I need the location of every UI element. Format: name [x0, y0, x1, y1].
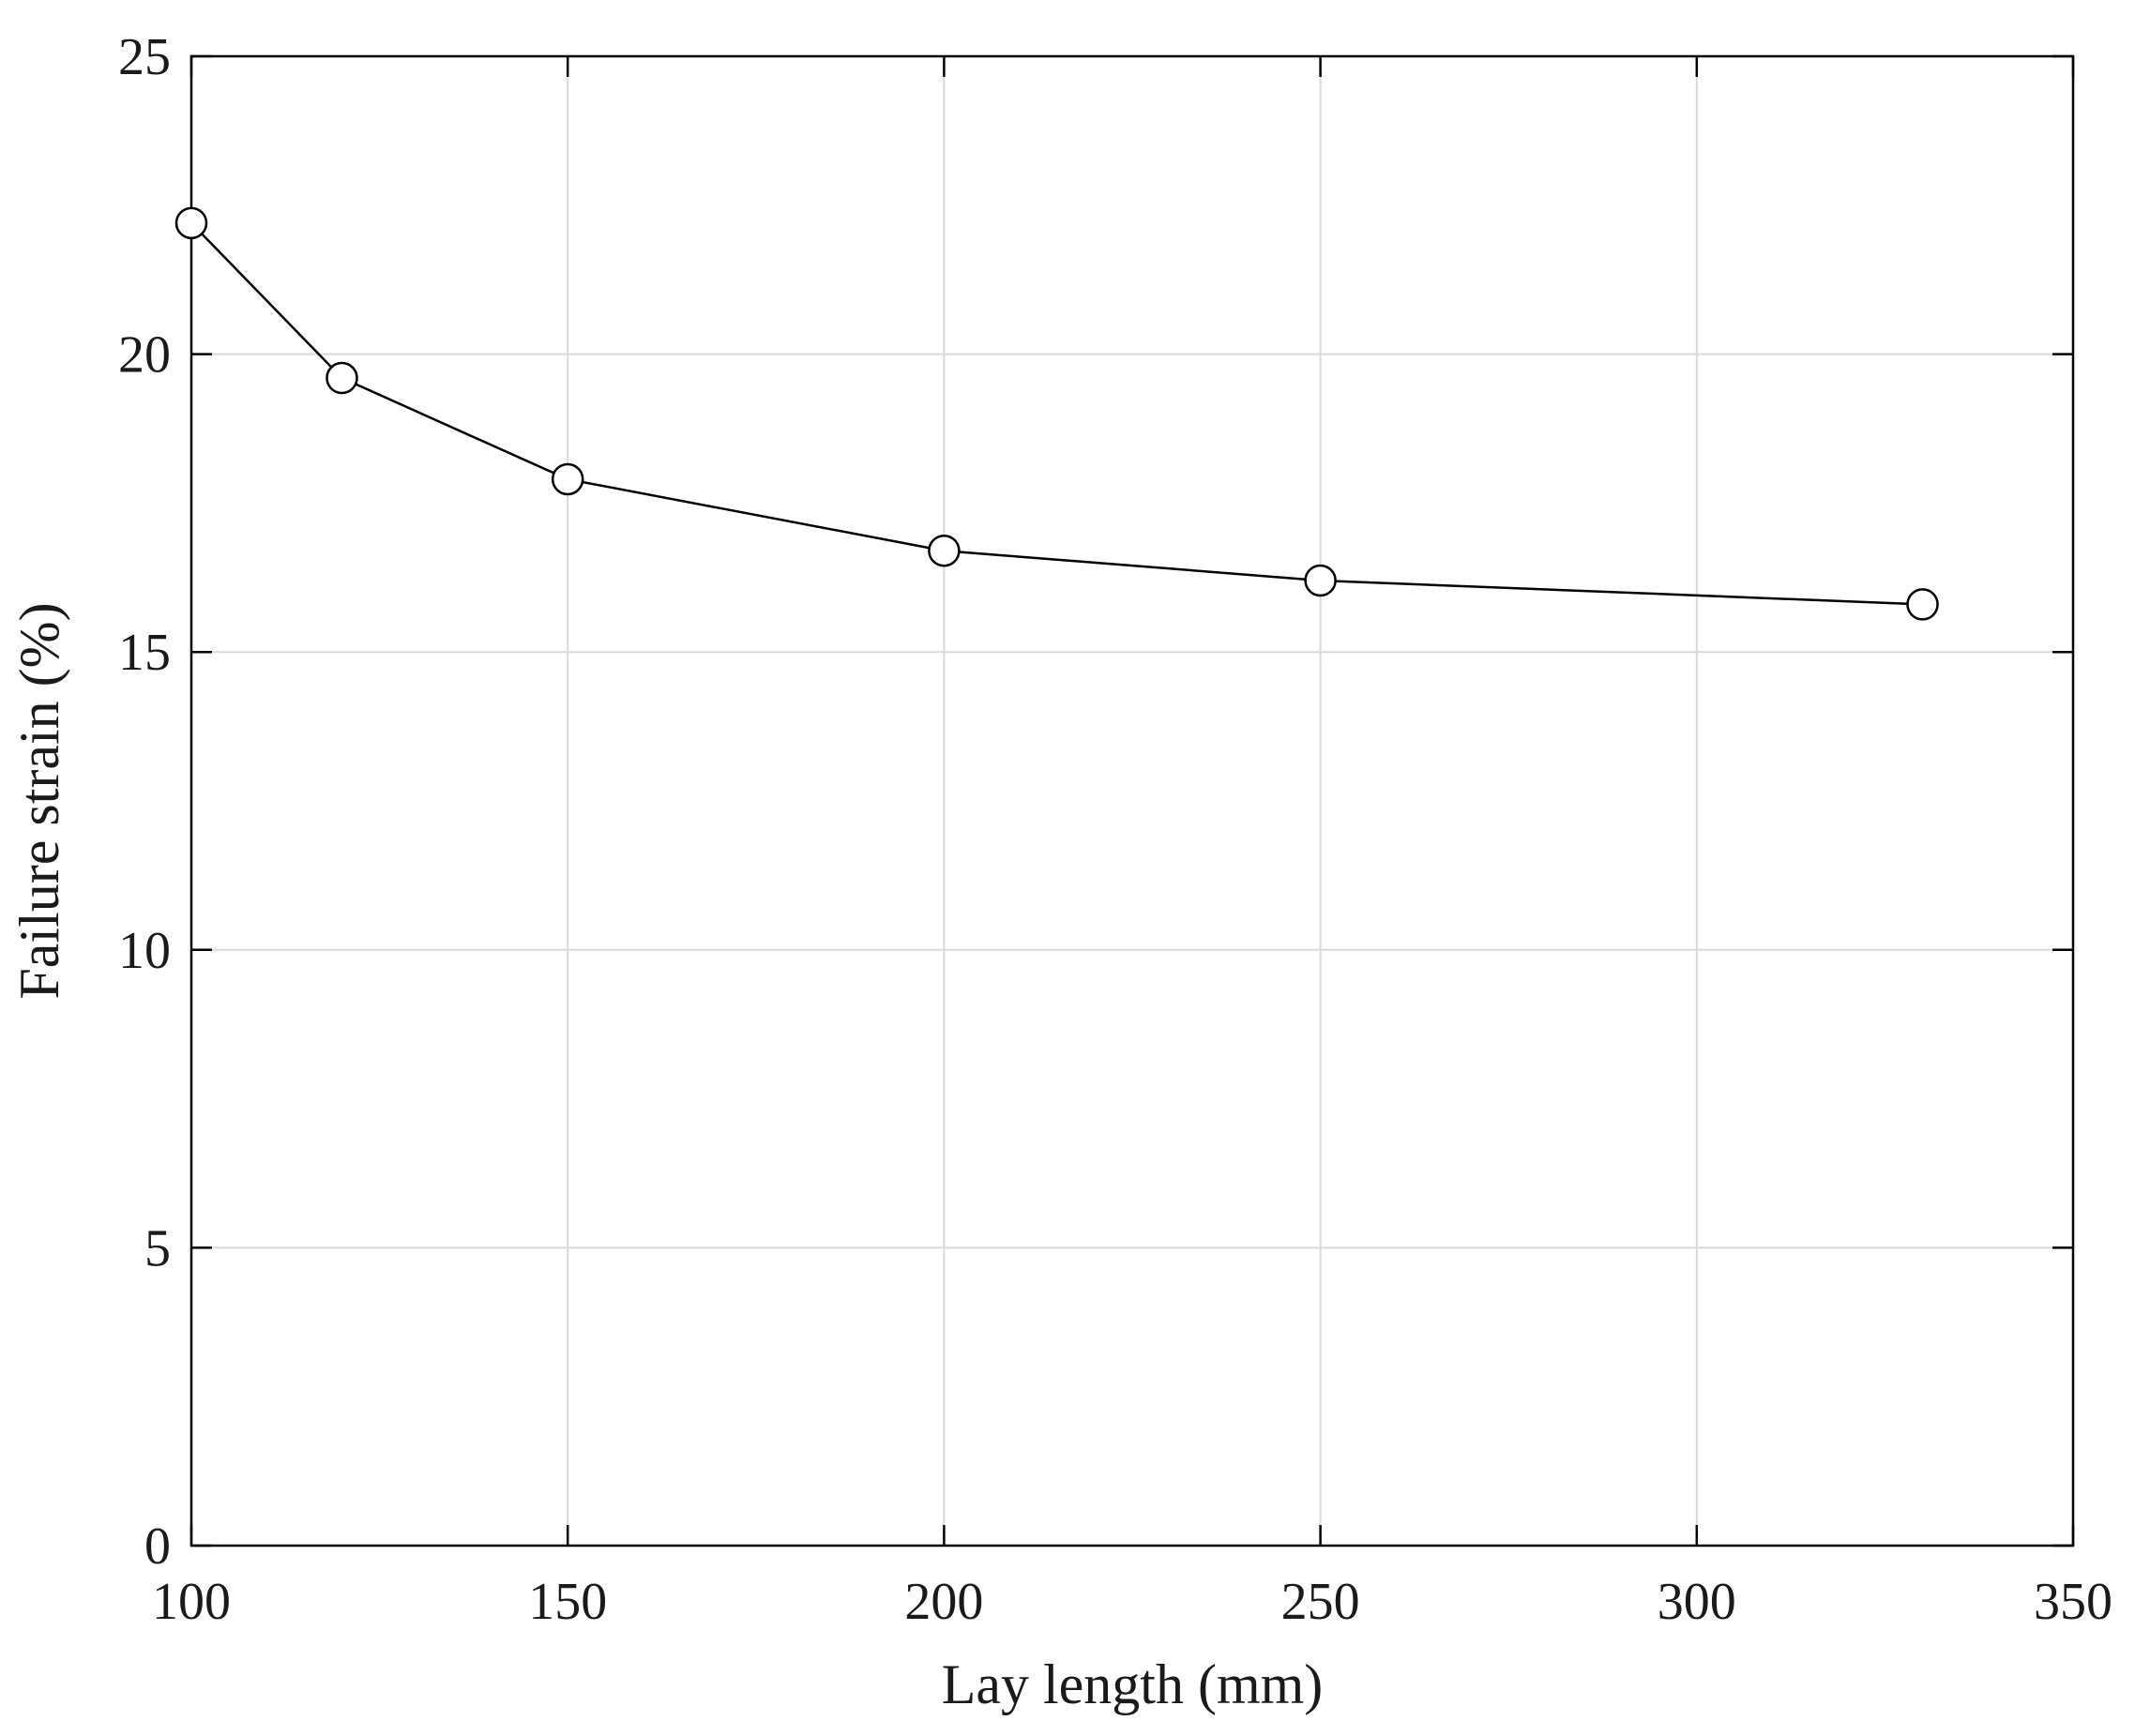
data-point	[928, 534, 961, 567]
y-tick-label: 25	[118, 28, 171, 86]
x-tick-label: 100	[152, 1573, 231, 1631]
x-tick-label: 200	[904, 1573, 983, 1631]
data-point	[1906, 588, 1939, 621]
y-tick-label: 10	[118, 922, 171, 980]
data-point	[174, 206, 208, 240]
plot-frame	[189, 54, 2075, 1547]
y-tick-label: 20	[118, 326, 171, 385]
x-tick-label: 150	[528, 1573, 607, 1631]
x-tick-label: 250	[1281, 1573, 1360, 1631]
series-line	[190, 221, 1923, 606]
data-point	[326, 361, 358, 395]
data-point	[551, 462, 584, 496]
y-axis-label: Failure strain (%)	[8, 602, 70, 999]
y-tick-label: 5	[144, 1219, 171, 1277]
x-tick-label: 300	[1658, 1573, 1736, 1631]
series	[174, 206, 1939, 621]
tick-labels: 100 150 200 250 300 350 0 5 10 15 20 25	[118, 28, 2112, 1631]
x-tick-label: 350	[2034, 1573, 2112, 1631]
x-axis-label: Lay length (mm)	[942, 1653, 1324, 1715]
y-tick-label: 15	[118, 624, 171, 682]
y-tick-label: 0	[144, 1517, 171, 1576]
data-point	[1304, 564, 1337, 597]
